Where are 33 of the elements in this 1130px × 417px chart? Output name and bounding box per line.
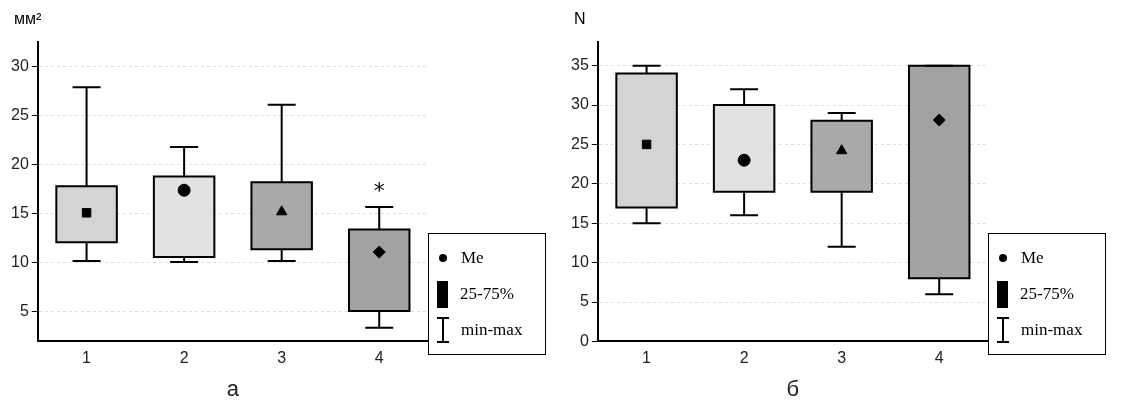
text: min-max (461, 320, 523, 340)
text: 25-75% (1020, 284, 1074, 304)
x-tick-label: 4 (934, 349, 944, 367)
y-tick-label: 15 (571, 213, 589, 231)
y-tick-label: 20 (571, 174, 589, 192)
x-tick-label: 2 (179, 349, 189, 367)
x-tick-label: 3 (277, 349, 287, 367)
x-tick-label: 2 (739, 349, 749, 367)
y-tick-label: 30 (11, 56, 29, 74)
y-tick-label: 10 (571, 253, 589, 271)
x-axis-title: б (786, 375, 800, 401)
y-tick-label: 35 (571, 56, 589, 74)
y-tick-label: 5 (579, 292, 589, 310)
text: 25-75% (460, 284, 514, 304)
y-tick-label: 25 (11, 106, 29, 124)
x-tick-label: 1 (82, 349, 92, 367)
y-axis-title: N (574, 10, 586, 28)
y-tick-label: 10 (11, 253, 29, 271)
annotation: * (373, 177, 385, 203)
x-tick-label: 1 (642, 349, 652, 367)
y-tick-label: 20 (11, 155, 29, 173)
y-tick-label: 0 (579, 331, 589, 349)
x-tick-label: 4 (374, 349, 384, 367)
x-tick-label: 3 (837, 349, 847, 367)
y-tick-label: 30 (571, 95, 589, 113)
y-tick-label: 5 (19, 302, 29, 320)
text: Me (1021, 248, 1044, 268)
y-tick-label: 15 (11, 204, 29, 222)
y-tick-label: 25 (571, 134, 589, 152)
x-axis-title: а (226, 375, 240, 401)
y-axis-title: мм² (14, 10, 42, 28)
text: min-max (1021, 320, 1083, 340)
text: Me (461, 248, 484, 268)
